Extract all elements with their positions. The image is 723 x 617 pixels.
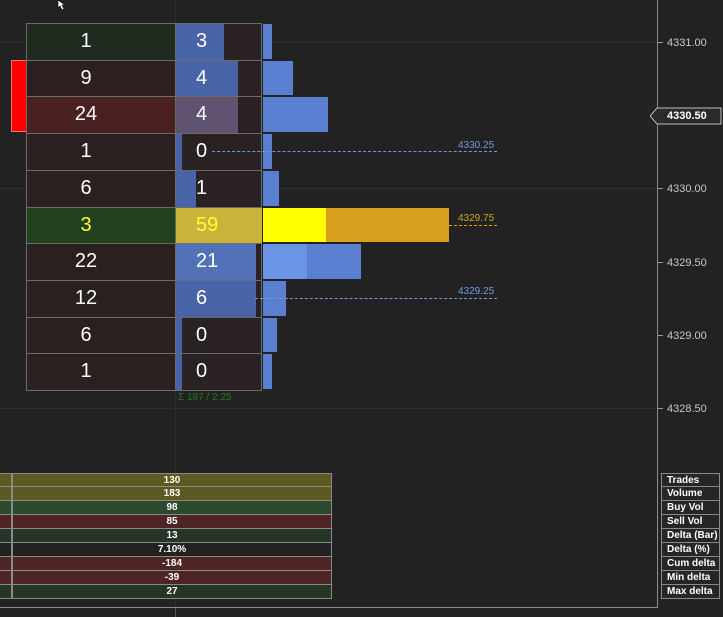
mouse-cursor-icon <box>57 0 66 10</box>
stat-row-stub <box>0 487 12 501</box>
level-line-4329-75 <box>449 225 497 226</box>
ask-cell <box>26 207 176 244</box>
bid-volume-bar <box>176 208 262 243</box>
stat-label: Min delta <box>661 571 720 585</box>
ask-volume-value: 1 <box>80 30 92 52</box>
ask-volume-value: 24 <box>74 103 98 125</box>
bid-volume-bar <box>176 244 256 280</box>
stat-label: Trades <box>661 473 720 487</box>
level-label-4330-25: 4330.25 <box>458 140 495 151</box>
bid-volume-value: 6 <box>196 287 208 309</box>
grid-line <box>0 408 657 409</box>
bid-volume-bar <box>176 171 196 207</box>
bid-cell <box>175 317 262 354</box>
current-price-label: 4330.50 <box>667 110 707 122</box>
bid-volume-bar <box>176 354 182 390</box>
stat-row-stub <box>0 557 12 571</box>
price-tick <box>658 42 663 43</box>
chart-bottom-border <box>0 607 658 608</box>
level-line-4329-25 <box>255 298 497 299</box>
grid-line <box>0 188 657 189</box>
volume-profile-bar <box>263 171 279 206</box>
ask-volume-value: 6 <box>80 177 92 199</box>
volume-profile-bar <box>263 97 328 132</box>
bid-volume-bar <box>176 61 238 96</box>
stat-label: Buy Vol <box>661 501 720 515</box>
ask-cell <box>26 23 176 61</box>
bid-volume-bar <box>176 97 238 133</box>
ask-volume-value: 3 <box>80 214 92 236</box>
stat-row-stub <box>0 571 12 585</box>
bid-volume-value: 0 <box>196 140 208 162</box>
ask-volume-value: 6 <box>80 324 92 346</box>
bid-volume-value: 59 <box>196 214 219 236</box>
bid-volume-value: 21 <box>196 250 219 272</box>
ask-volume-value: 9 <box>80 67 92 89</box>
bid-volume-value: 3 <box>196 30 208 52</box>
stat-value: 27 <box>12 585 332 599</box>
price-label: 4329.50 <box>667 257 707 269</box>
stat-label: Delta (%) <box>661 543 720 557</box>
bid-cell <box>175 133 262 171</box>
ask-volume-value: 12 <box>74 287 98 309</box>
stat-value: 7.10% <box>12 543 332 557</box>
stat-value: 130 <box>12 473 332 487</box>
bid-volume-value: 4 <box>196 103 208 125</box>
volume-profile-bar <box>263 61 293 95</box>
stat-label: Max delta <box>661 585 720 599</box>
bid-volume-bar <box>176 24 224 60</box>
ask-volume-value: 1 <box>80 140 92 162</box>
stat-value: 183 <box>12 487 332 501</box>
price-tick <box>658 335 663 336</box>
bid-volume-bar <box>176 134 182 170</box>
stat-label: Cum delta <box>661 557 720 571</box>
stat-row-stub <box>0 501 12 515</box>
grid-line <box>0 42 657 43</box>
price-label: 4331.00 <box>667 37 707 49</box>
volume-profile-bar <box>263 318 277 352</box>
stat-value: 98 <box>12 501 332 515</box>
price-label: 4328.50 <box>667 403 707 415</box>
price-label: 4329.00 <box>667 330 707 342</box>
grid-line <box>175 608 176 617</box>
bid-volume-value: 0 <box>196 360 208 382</box>
volume-profile-bar-highlight <box>263 244 307 279</box>
level-line-4330-25 <box>212 151 497 152</box>
price-tick <box>658 188 663 189</box>
stat-value: -39 <box>12 571 332 585</box>
bid-cell <box>175 353 262 391</box>
price-axis[interactable] <box>657 0 658 608</box>
stat-value: 85 <box>12 515 332 529</box>
bid-volume-bar <box>176 281 256 317</box>
poc-profile-bar-extension <box>326 208 449 242</box>
stat-label: Sell Vol <box>661 515 720 529</box>
sum-label: Σ 187 / 2.25 <box>178 392 232 403</box>
stat-label: Volume <box>661 487 720 501</box>
current-price-marker <box>650 107 722 125</box>
bid-volume-value: 4 <box>196 67 208 89</box>
stat-row-stub <box>0 515 12 529</box>
volume-profile-bar <box>263 24 272 59</box>
ask-volume-value: 22 <box>74 250 98 272</box>
volume-profile-bar <box>263 354 272 389</box>
level-label-4329-25: 4329.25 <box>458 286 495 297</box>
bid-volume-value: 0 <box>196 324 208 346</box>
bid-volume-value: 1 <box>196 177 208 199</box>
stat-row-stub <box>0 473 12 487</box>
stat-row-stub <box>0 543 12 557</box>
stat-value: 13 <box>12 529 332 543</box>
price-tick <box>658 408 663 409</box>
price-label: 4330.00 <box>667 183 707 195</box>
poc-profile-bar <box>263 208 326 242</box>
level-label-4329-75: 4329.75 <box>458 213 495 224</box>
ask-volume-value: 1 <box>80 360 92 382</box>
stat-row-stub <box>0 585 12 599</box>
stat-value: -184 <box>12 557 332 571</box>
price-tick <box>658 262 663 263</box>
stat-row-stub <box>0 529 12 543</box>
stat-label: Delta (Bar) <box>661 529 720 543</box>
bid-volume-bar <box>176 318 182 353</box>
